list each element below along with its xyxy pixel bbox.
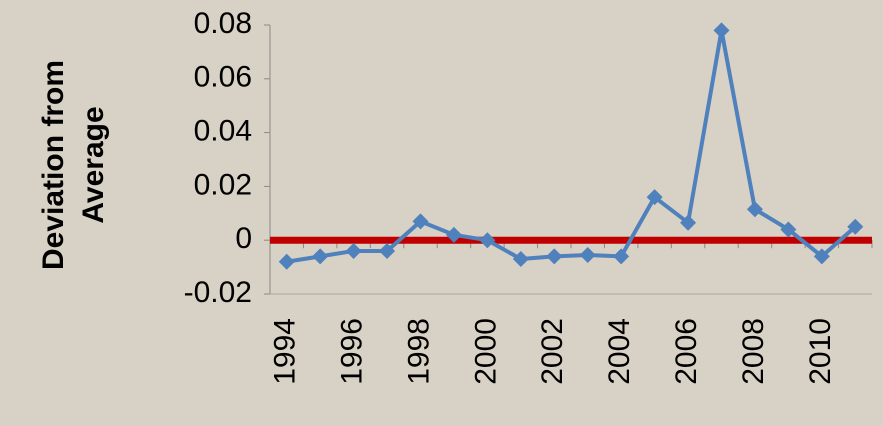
data-point (713, 22, 730, 39)
data-point (445, 226, 462, 243)
data-point (412, 213, 429, 230)
data-point (479, 232, 496, 249)
y-tick-label: 0 (235, 222, 252, 255)
data-point (746, 201, 763, 218)
y-axis-title: Average (77, 106, 110, 223)
x-tick-label: 2000 (469, 318, 502, 385)
data-point (379, 242, 396, 259)
data-point (646, 189, 663, 206)
y-tick-label: 0.04 (194, 115, 252, 148)
y-tick-label: 0.02 (194, 168, 252, 201)
y-tick-label: 0.08 (194, 7, 252, 40)
data-point (278, 253, 295, 270)
y-axis-title: Deviation from (37, 60, 70, 270)
x-tick-label: 1996 (336, 318, 369, 385)
data-point (813, 248, 830, 265)
x-tick-label: 2002 (536, 318, 569, 385)
x-tick-label: 2006 (670, 318, 703, 385)
data-point (847, 218, 864, 235)
data-point (546, 248, 563, 265)
x-tick-label: 1994 (269, 318, 302, 385)
data-point (680, 214, 697, 231)
x-tick-label: 2008 (737, 318, 770, 385)
data-point (780, 221, 797, 238)
data-point (312, 248, 329, 265)
y-tick-label: -0.02 (184, 276, 252, 309)
data-point (345, 242, 362, 259)
x-tick-label: 2004 (603, 318, 636, 385)
data-point (579, 246, 596, 263)
data-point (613, 248, 630, 265)
x-tick-label: 2010 (804, 318, 837, 385)
y-tick-label: 0.06 (194, 61, 252, 94)
data-point (512, 251, 529, 268)
x-tick-label: 1998 (402, 318, 435, 385)
